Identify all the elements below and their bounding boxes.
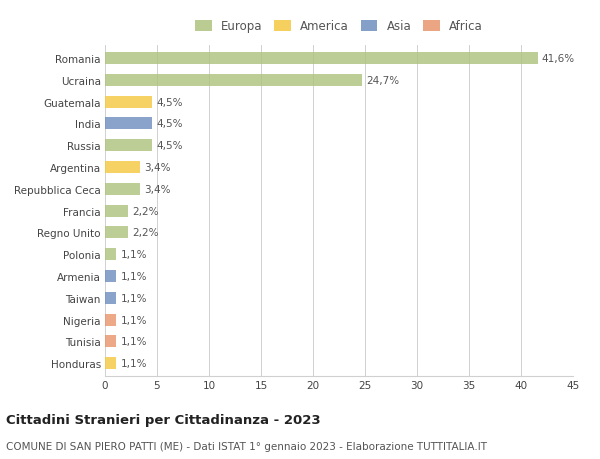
Bar — [105, 336, 116, 347]
Bar — [105, 118, 152, 130]
Bar — [105, 249, 116, 261]
Text: 3,4%: 3,4% — [145, 162, 171, 173]
Text: 1,1%: 1,1% — [121, 315, 147, 325]
Text: 1,1%: 1,1% — [121, 271, 147, 281]
Legend: Europa, America, Asia, Africa: Europa, America, Asia, Africa — [195, 21, 483, 34]
Text: Cittadini Stranieri per Cittadinanza - 2023: Cittadini Stranieri per Cittadinanza - 2… — [6, 413, 320, 426]
Text: COMUNE DI SAN PIERO PATTI (ME) - Dati ISTAT 1° gennaio 2023 - Elaborazione TUTTI: COMUNE DI SAN PIERO PATTI (ME) - Dati IS… — [6, 441, 487, 451]
Bar — [105, 270, 116, 282]
Text: 3,4%: 3,4% — [145, 185, 171, 195]
Text: 2,2%: 2,2% — [132, 206, 158, 216]
Bar — [105, 314, 116, 326]
Bar — [105, 205, 128, 217]
Bar — [105, 227, 128, 239]
Bar — [105, 358, 116, 369]
Text: 1,1%: 1,1% — [121, 293, 147, 303]
Bar — [105, 75, 362, 87]
Bar — [105, 96, 152, 108]
Text: 1,1%: 1,1% — [121, 336, 147, 347]
Bar — [105, 292, 116, 304]
Text: 41,6%: 41,6% — [542, 54, 575, 64]
Text: 1,1%: 1,1% — [121, 358, 147, 368]
Bar — [105, 162, 140, 174]
Text: 4,5%: 4,5% — [156, 141, 182, 151]
Text: 24,7%: 24,7% — [366, 76, 399, 86]
Bar — [105, 53, 538, 65]
Text: 4,5%: 4,5% — [156, 97, 182, 107]
Text: 1,1%: 1,1% — [121, 250, 147, 260]
Bar — [105, 140, 152, 152]
Text: 2,2%: 2,2% — [132, 228, 158, 238]
Bar — [105, 184, 140, 196]
Text: 4,5%: 4,5% — [156, 119, 182, 129]
